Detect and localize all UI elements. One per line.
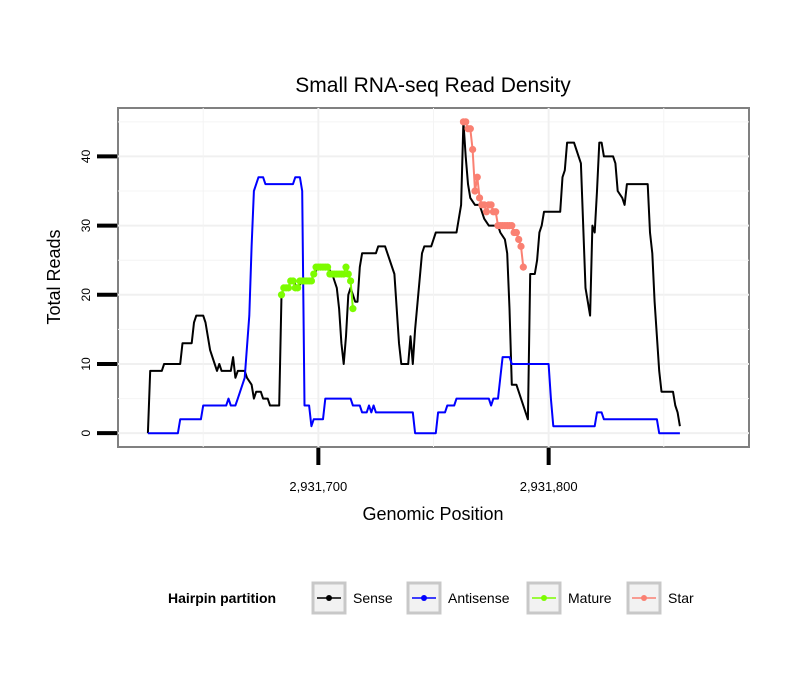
data-point-mature — [307, 277, 316, 285]
data-point-star — [492, 208, 500, 216]
data-point-star — [471, 187, 479, 195]
data-point-mature — [294, 284, 302, 292]
data-point-mature — [344, 270, 352, 278]
data-point-star — [473, 173, 481, 181]
legend-marker-antisense — [421, 595, 427, 601]
data-point-star — [482, 208, 491, 216]
y-tick-label: 0 — [79, 430, 93, 437]
legend-label-sense: Sense — [353, 590, 393, 606]
data-point-mature — [284, 284, 293, 292]
y-axis-label: Total Reads — [44, 229, 64, 324]
data-point-star — [515, 235, 523, 244]
data-point-mature — [277, 291, 286, 299]
series-layer — [146, 118, 681, 435]
data-point-mature — [323, 263, 332, 271]
legend-marker-mature — [541, 595, 547, 601]
data-point-mature — [342, 263, 350, 271]
data-point-mature — [289, 277, 297, 285]
y-tick-label: 30 — [79, 219, 93, 233]
series-line-sense — [146, 120, 681, 434]
series-line-antisense — [147, 176, 680, 435]
legend-label-mature: Mature — [568, 590, 612, 606]
legend: Hairpin partition Sense Antisense Mature St… — [168, 581, 694, 615]
x-tick-label: 2,931,800 — [520, 479, 578, 494]
data-point-star — [475, 194, 484, 202]
legend-label-antisense: Antisense — [448, 590, 510, 606]
data-point-star — [508, 222, 516, 230]
data-point-star — [517, 242, 525, 250]
legend-marker-sense — [326, 595, 332, 601]
data-point-star — [512, 228, 521, 237]
data-point-star — [462, 118, 470, 126]
data-point-star — [469, 145, 477, 154]
x-tick-label: 2,931,700 — [289, 479, 347, 494]
data-point-mature — [346, 277, 355, 285]
x-axis-label: Genomic Position — [362, 504, 503, 524]
axis-layer: 0 10 20 30 40 2,931,700 2,931,800 — [79, 149, 578, 494]
data-point-star — [487, 201, 495, 209]
y-tick-label: 20 — [79, 288, 93, 302]
legend-title: Hairpin partition — [168, 590, 276, 606]
data-point-mature — [310, 270, 318, 278]
data-point-mature — [349, 305, 357, 313]
data-point-star — [466, 125, 474, 133]
legend-marker-star — [641, 595, 647, 601]
y-tick-label: 40 — [79, 149, 93, 163]
data-point-star — [519, 263, 527, 271]
legend-label-star: Star — [668, 590, 694, 606]
chart-title: Small RNA-seq Read Density — [295, 74, 571, 97]
y-tick-label: 10 — [79, 357, 93, 371]
